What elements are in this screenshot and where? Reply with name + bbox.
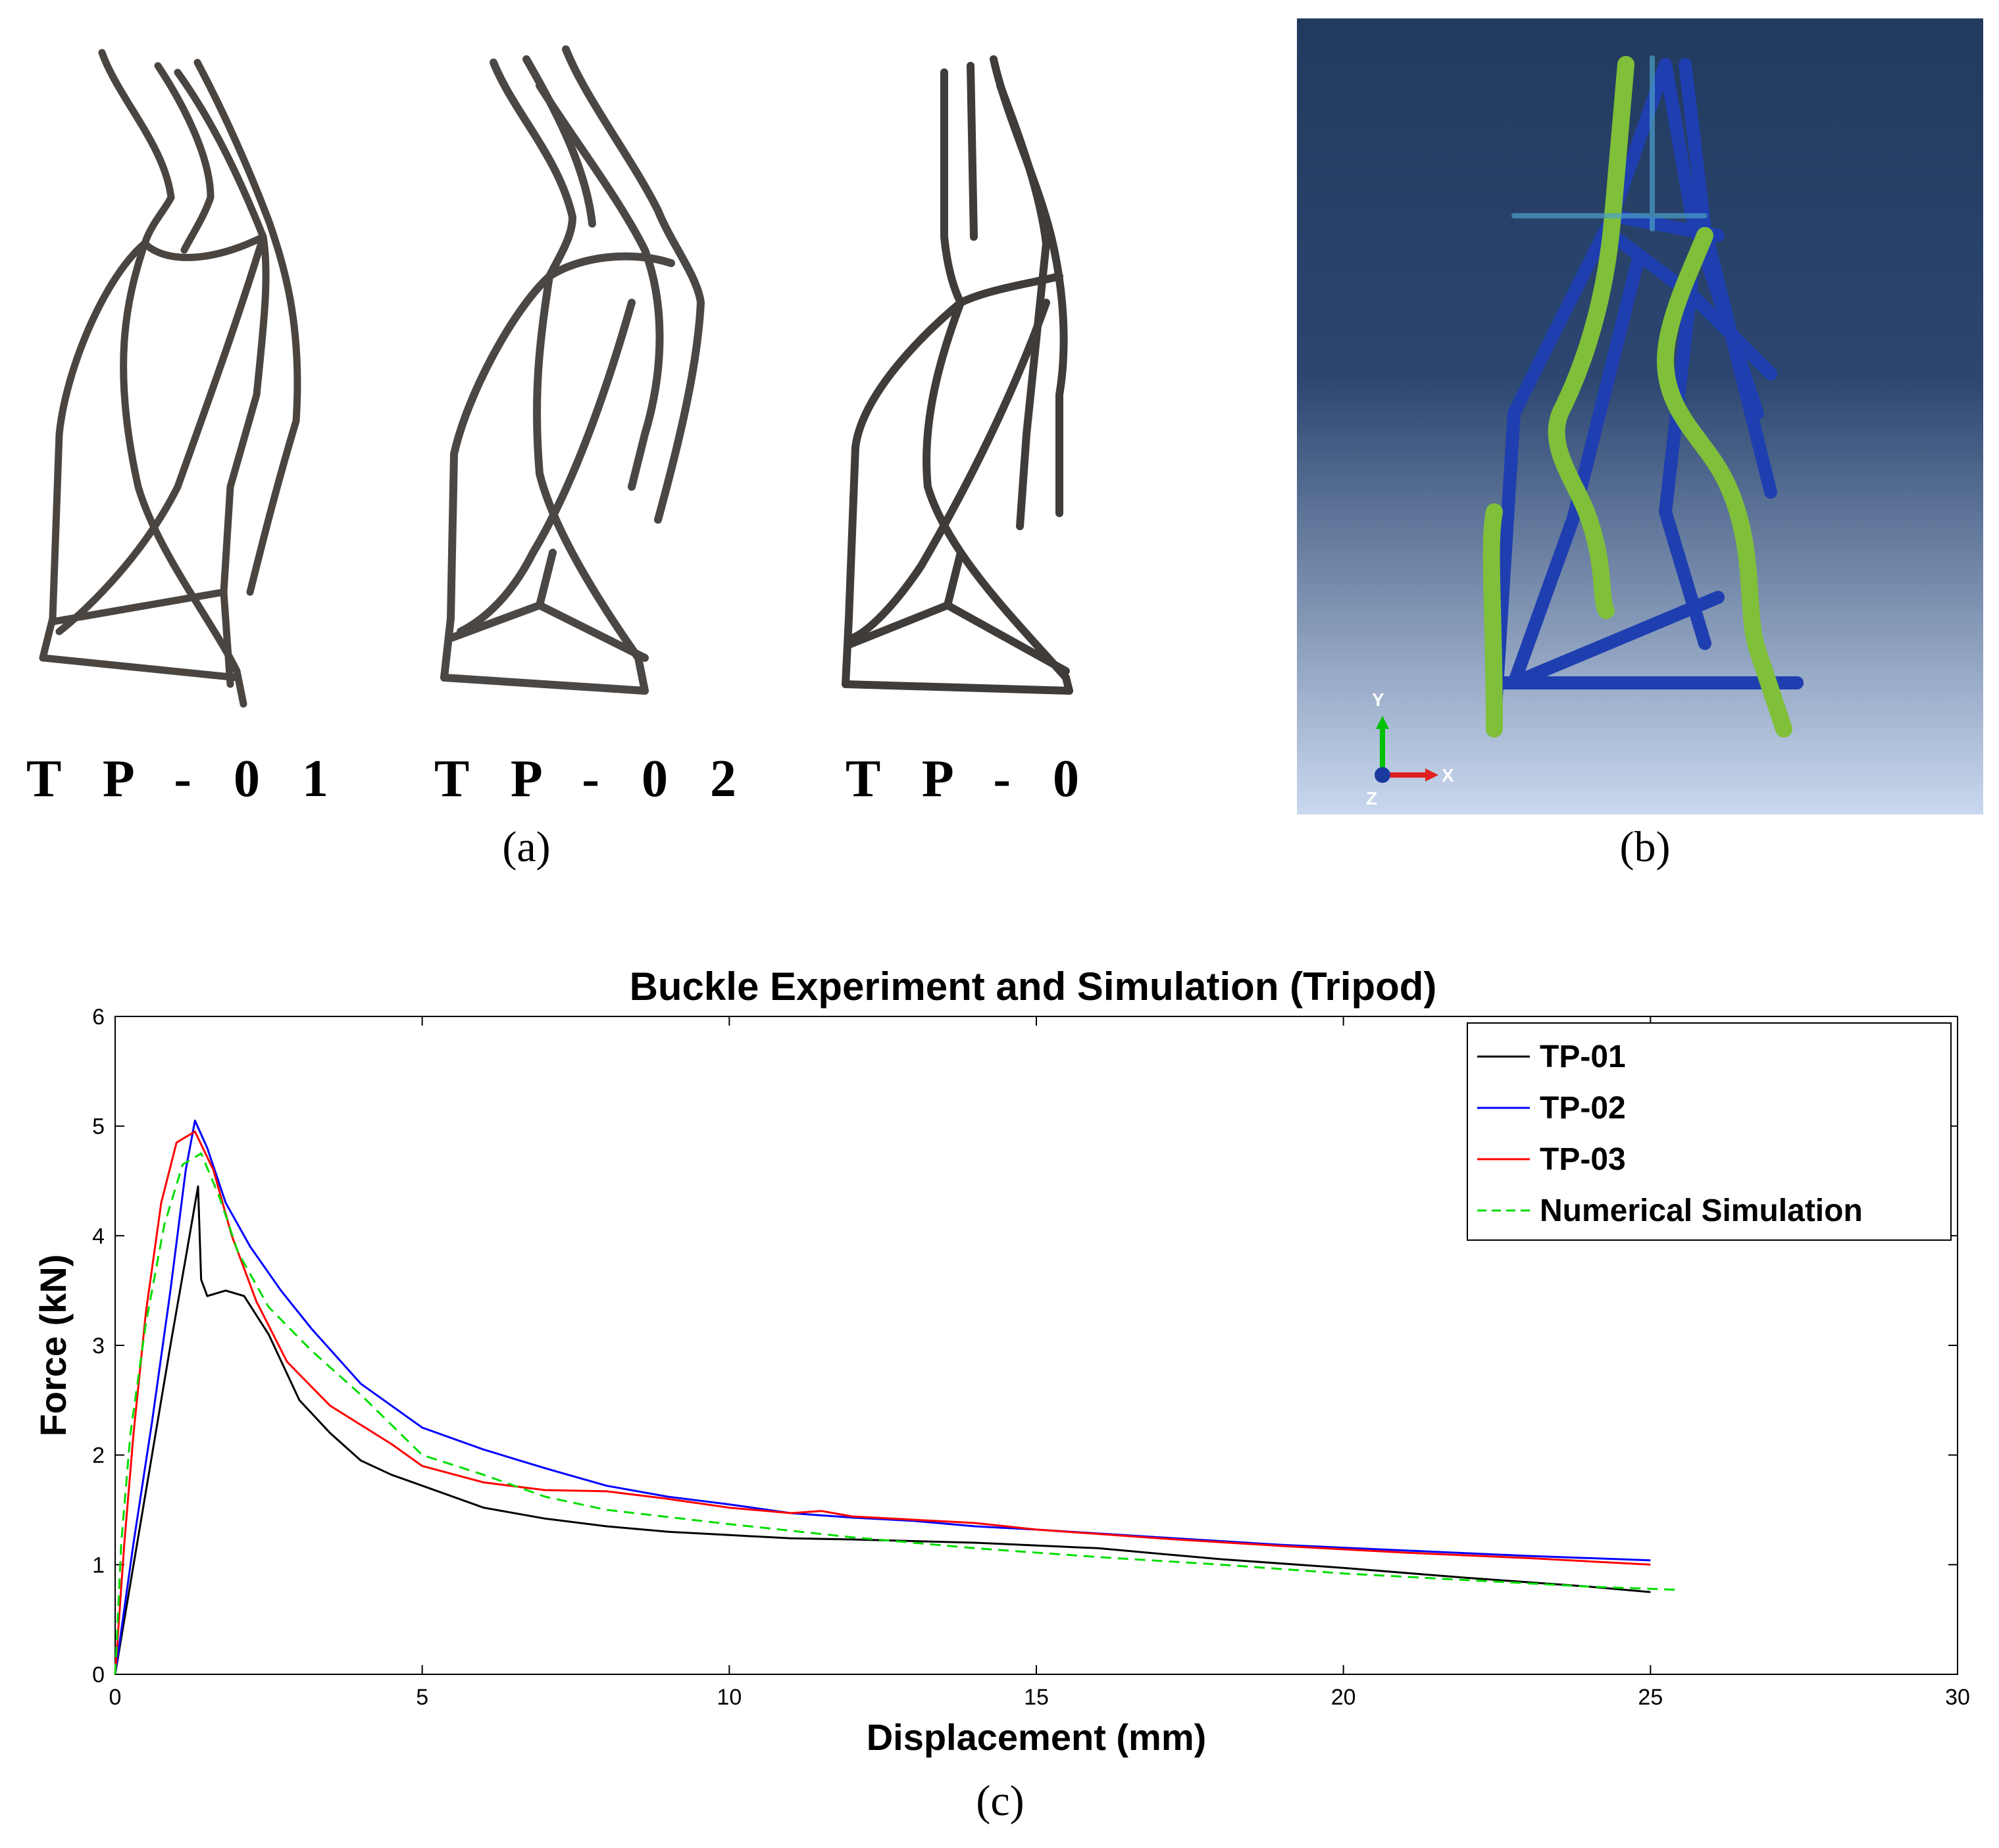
x-axis-title: Displacement (mm) [867,1716,1207,1758]
series-line-tp-03 [114,1130,1651,1675]
axis-triad-icon: Y X Z [1366,689,1454,809]
y-tick-label: 5 [92,1114,105,1139]
y-tick-label: 6 [92,1005,105,1030]
specimen-label-tp01: T P - 0 1 [26,750,343,808]
legend-entry-label: TP-03 [1540,1142,1626,1177]
x-axis: 0 5 10 15 20 25 30 [109,1016,1970,1710]
y-axis: 0 1 2 3 4 5 6 [92,1005,1958,1687]
legend-entry-label: Numerical Simulation [1540,1193,1863,1228]
x-tick-label: 25 [1638,1685,1663,1710]
y-tick-label: 1 [92,1553,105,1578]
legend: TP-01 TP-02 TP-03 Numerical Simulation [1467,1022,1952,1241]
triad-y-label: Y [1372,689,1384,710]
specimen-label-tp02: T P - 0 2 [434,750,751,808]
specimen-tp01-photo [39,49,301,708]
series-line-tp-02 [114,1119,1651,1675]
x-tick-label: 10 [717,1685,742,1710]
x-tick-label: 5 [416,1685,428,1710]
specimen-tp03-photo [842,55,1073,695]
legend-entry-label: TP-02 [1540,1091,1626,1126]
chart-title: Buckle Experiment and Simulation (Tripod… [630,964,1437,1009]
panel-label-b: (b) [1619,823,1671,871]
triad-z-label: Z [1366,788,1377,809]
y-tick-label: 2 [92,1443,105,1468]
series-layer [114,1119,1682,1675]
x-tick-label: 15 [1024,1685,1049,1710]
panel-label-c: (c) [976,1777,1025,1825]
y-tick-label: 4 [92,1224,105,1249]
y-tick-label: 0 [92,1662,105,1687]
panel-label-a: (a) [502,823,551,871]
simulation-panel: Y X Z [1297,18,1983,814]
x-tick-label: 20 [1331,1685,1356,1710]
x-tick-label: 30 [1945,1685,1970,1710]
triad-x-label: X [1442,765,1454,786]
series-line-numerical-simulation [114,1152,1682,1675]
simulation-tripod-mesh [1482,55,1804,737]
x-tick-label: 0 [109,1685,122,1710]
specimen-photos-panel: T P - 0 1 T P - 0 2 [13,26,1148,816]
specimen-label-tp03: T P - 0 3 [846,750,1105,808]
force-displacement-chart: Buckle Experiment and Simulation (Tripod… [32,964,1970,1758]
simulation-render: Y X Z [1297,18,1983,814]
legend-box [1467,1022,1952,1241]
specimen-tp02-photo [440,45,705,695]
series-line-tp-01 [114,1185,1651,1675]
y-axis-title: Force (kN) [32,1255,74,1437]
specimen-photos: T P - 0 1 T P - 0 2 [26,45,1148,808]
legend-entry-label: TP-01 [1540,1039,1626,1074]
y-tick-label: 3 [92,1334,105,1359]
